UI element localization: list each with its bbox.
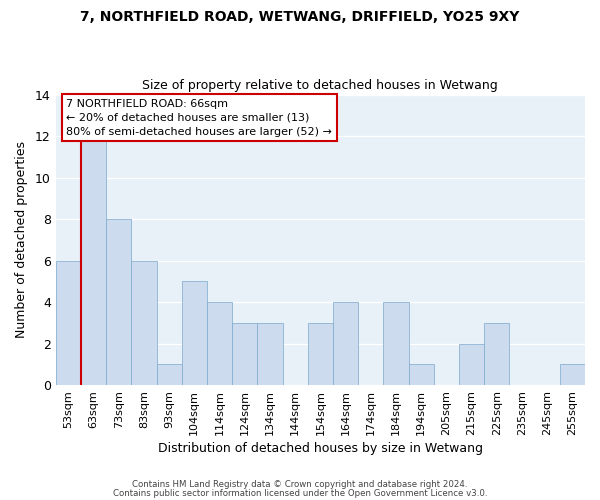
Bar [131, 260, 157, 385]
Bar [383, 302, 409, 385]
Bar [232, 323, 257, 385]
Bar [560, 364, 585, 385]
Bar [333, 302, 358, 385]
Bar [484, 323, 509, 385]
Title: Size of property relative to detached houses in Wetwang: Size of property relative to detached ho… [142, 79, 498, 92]
Bar [459, 344, 484, 385]
Bar [207, 302, 232, 385]
Text: 7 NORTHFIELD ROAD: 66sqm
← 20% of detached houses are smaller (13)
80% of semi-d: 7 NORTHFIELD ROAD: 66sqm ← 20% of detach… [66, 99, 332, 137]
Bar [106, 219, 131, 385]
Bar [81, 136, 106, 385]
Bar [182, 282, 207, 385]
X-axis label: Distribution of detached houses by size in Wetwang: Distribution of detached houses by size … [158, 442, 483, 455]
Y-axis label: Number of detached properties: Number of detached properties [15, 142, 28, 338]
Text: Contains public sector information licensed under the Open Government Licence v3: Contains public sector information licen… [113, 488, 487, 498]
Bar [157, 364, 182, 385]
Bar [56, 260, 81, 385]
Text: Contains HM Land Registry data © Crown copyright and database right 2024.: Contains HM Land Registry data © Crown c… [132, 480, 468, 489]
Bar [308, 323, 333, 385]
Text: 7, NORTHFIELD ROAD, WETWANG, DRIFFIELD, YO25 9XY: 7, NORTHFIELD ROAD, WETWANG, DRIFFIELD, … [80, 10, 520, 24]
Bar [409, 364, 434, 385]
Bar [257, 323, 283, 385]
